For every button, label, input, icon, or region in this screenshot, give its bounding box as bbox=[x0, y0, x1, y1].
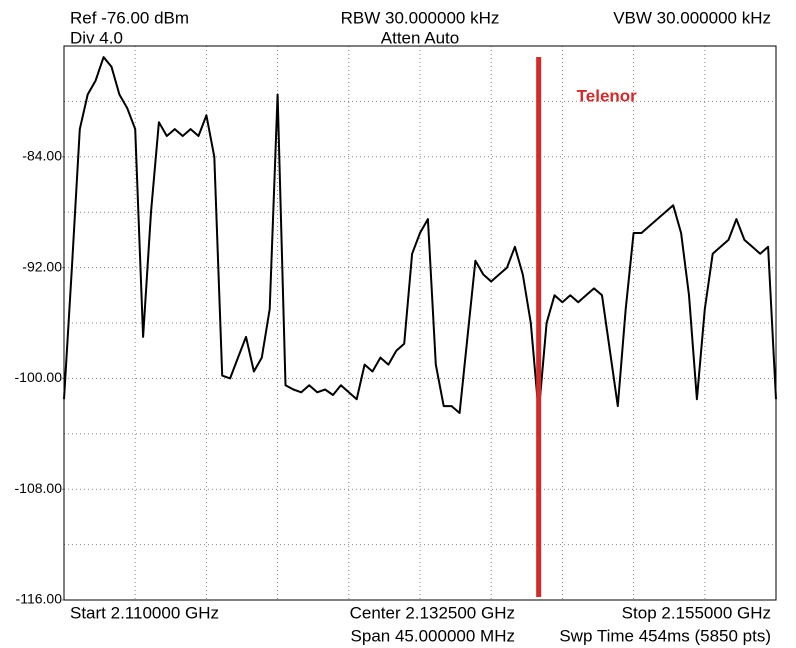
trace bbox=[63, 56, 777, 414]
start-frequency: Start 2.110000 GHz bbox=[70, 603, 219, 622]
vbw: VBW 30.000000 kHz bbox=[613, 8, 771, 27]
span: Span 45.000000 MHz bbox=[351, 626, 515, 645]
y-tick-label: -116.00 bbox=[16, 591, 63, 607]
y-tick-label: -108.00 bbox=[15, 480, 63, 496]
sweep-time: Swp Time 454ms (5850 pts) bbox=[559, 626, 771, 645]
y-tick-label: -84.00 bbox=[22, 148, 62, 164]
attenuation: Atten Auto bbox=[381, 28, 459, 47]
y-tick-label: -100.00 bbox=[15, 369, 63, 385]
stop-frequency: Stop 2.155000 GHz bbox=[622, 603, 771, 622]
y-tick-label: -92.00 bbox=[22, 258, 62, 274]
rbw: RBW 30.000000 kHz bbox=[341, 8, 500, 27]
plot-frame bbox=[63, 45, 777, 601]
ref-level: Ref -76.00 dBm bbox=[70, 8, 189, 27]
center-frequency: Center 2.132500 GHz bbox=[350, 603, 515, 622]
marker-label: Telenor bbox=[577, 86, 638, 105]
division: Div 4.0 bbox=[70, 28, 123, 47]
